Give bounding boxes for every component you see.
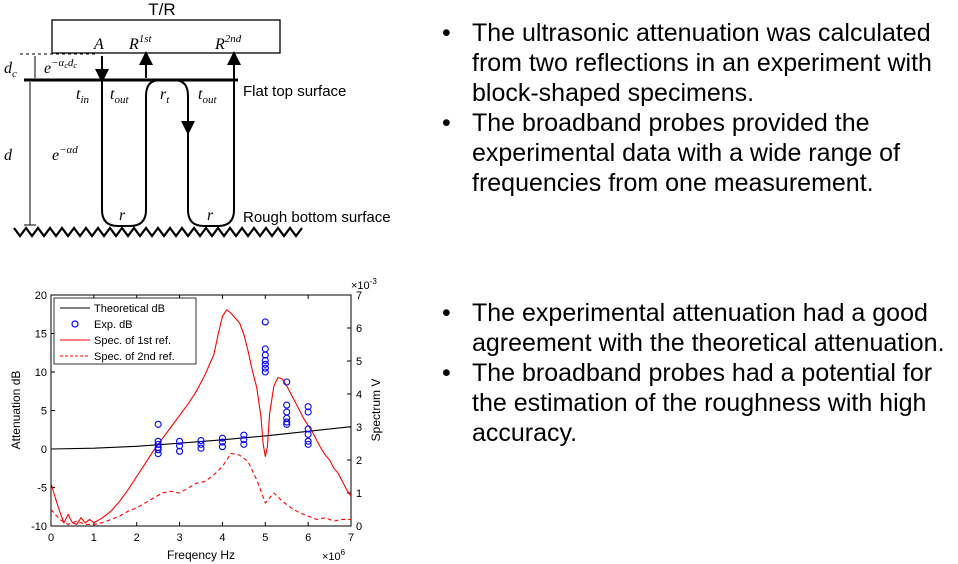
exp-data-point bbox=[304, 440, 312, 448]
y-right-tick-label: 3 bbox=[356, 422, 362, 434]
legend-label-theoretical: Theoretical dB bbox=[94, 303, 165, 315]
x-tick-label: 2 bbox=[134, 532, 140, 544]
x-tick-label: 4 bbox=[219, 532, 225, 544]
exp-data-point bbox=[261, 364, 269, 372]
ultrasonic-reflection-diagram: T/R Flat top surface Rough bottom surfac… bbox=[4, 0, 391, 238]
label-dc: dc bbox=[4, 60, 17, 80]
exp-data-point bbox=[240, 440, 248, 448]
label-t-out-1: tout bbox=[110, 86, 129, 106]
y-axis-label-left: Attenuation dB bbox=[9, 371, 23, 450]
exp-data-point bbox=[261, 345, 269, 353]
exp-data-point bbox=[176, 447, 184, 455]
exp-data-point bbox=[176, 442, 184, 450]
rough-bottom-surface bbox=[13, 226, 303, 238]
label-t-out-2: tout bbox=[198, 86, 217, 106]
exp-data-point bbox=[304, 425, 312, 433]
label-exp-d: e−αd bbox=[52, 144, 78, 164]
x-tick-label: 3 bbox=[177, 532, 183, 544]
exp-data-point bbox=[197, 440, 205, 448]
exp-data-point bbox=[261, 356, 269, 364]
exp-data-point bbox=[261, 318, 269, 326]
label-A: A bbox=[93, 36, 104, 53]
y2-multiplier: ×10-3 bbox=[351, 277, 377, 292]
x-tick-label: 0 bbox=[48, 532, 54, 544]
bullet-item: The broadband probes had a potential for… bbox=[440, 358, 955, 448]
exp-data-point bbox=[176, 437, 184, 445]
exp-data-point bbox=[197, 444, 205, 452]
legend-swatch-exp bbox=[71, 320, 79, 328]
y-left-tick-label: 15 bbox=[35, 329, 47, 341]
exp-data-point bbox=[283, 408, 291, 416]
exp-data-point bbox=[197, 436, 205, 445]
label-r-2: r bbox=[207, 207, 214, 224]
label-exp-dc: e−αcdc bbox=[44, 57, 77, 77]
legend-box bbox=[53, 297, 197, 365]
label-r-t: rt bbox=[160, 86, 170, 106]
y-right-tick-label: 7 bbox=[356, 290, 362, 302]
bullet-item: The broadband probes provided the experi… bbox=[440, 108, 955, 198]
x-axis-label: Freqency Hz bbox=[167, 548, 235, 562]
ray-path bbox=[101, 56, 235, 227]
bullets-bottom: The experimental attenuation had a good … bbox=[440, 298, 955, 448]
x-tick-label: 6 bbox=[305, 532, 311, 544]
x-tick-label: 5 bbox=[262, 532, 268, 544]
y-left-tick-label: -10 bbox=[31, 521, 47, 533]
legend-label-spec2: Spec. of 2nd ref. bbox=[94, 351, 175, 363]
legend-label-exp: Exp. dB bbox=[94, 319, 133, 331]
exp-data-point bbox=[261, 360, 269, 368]
x-tick-label: 1 bbox=[91, 532, 97, 544]
series-spec2-line bbox=[51, 452, 351, 526]
x-multiplier: ×106 bbox=[322, 548, 346, 563]
exp-data-point bbox=[304, 408, 312, 416]
exp-data-point bbox=[283, 420, 291, 428]
series-spec1-line bbox=[51, 309, 351, 526]
exp-data-point bbox=[283, 401, 291, 409]
exp-data-point bbox=[218, 434, 226, 442]
y-right-tick-label: 6 bbox=[356, 323, 362, 335]
transducer-label: T/R bbox=[148, 0, 175, 19]
exp-data-point bbox=[218, 443, 226, 451]
bullet-item: The ultrasonic attenuation was calculate… bbox=[440, 18, 955, 108]
flat-top-surface-label: Flat top surface bbox=[243, 83, 346, 100]
exp-data-point bbox=[240, 431, 248, 439]
chart-legend: Theoretical dB Exp. dB Spec. of 1st ref.… bbox=[53, 297, 197, 365]
exp-data-point bbox=[218, 438, 226, 446]
label-r-1: r bbox=[119, 207, 126, 224]
label-R1: R1st bbox=[128, 33, 153, 53]
exp-data-point bbox=[283, 418, 291, 426]
exp-data-point bbox=[154, 450, 162, 458]
exp-data-point bbox=[261, 351, 269, 359]
x-tick-label: 7 bbox=[348, 532, 354, 544]
exp-data-point bbox=[304, 437, 312, 445]
bullet-item: The experimental attenuation had a good … bbox=[440, 298, 955, 358]
y-axis-label-right: Spectrum V bbox=[369, 379, 383, 442]
y-left-tick-label: -5 bbox=[37, 483, 47, 495]
y-left-tick-label: 0 bbox=[41, 444, 47, 456]
bullets-top: The ultrasonic attenuation was calculate… bbox=[440, 18, 955, 198]
y-left-tick-label: 5 bbox=[41, 406, 47, 418]
label-R2: R2nd bbox=[214, 33, 242, 53]
y-right-tick-label: 0 bbox=[356, 521, 362, 533]
exp-data-point bbox=[154, 446, 162, 454]
exp-data-point bbox=[304, 403, 312, 411]
exp-data-point bbox=[283, 378, 291, 386]
rough-bottom-surface-label: Rough bottom surface bbox=[243, 209, 391, 226]
exp-data-point bbox=[261, 368, 269, 376]
exp-data-point bbox=[304, 430, 312, 438]
y-right-tick-label: 5 bbox=[356, 356, 362, 368]
y-left-tick-label: 10 bbox=[35, 367, 47, 379]
exp-data-point bbox=[154, 420, 162, 428]
label-t-in: tin bbox=[76, 86, 90, 106]
transducer-box bbox=[51, 19, 281, 54]
y-right-tick-label: 4 bbox=[356, 389, 362, 401]
attenuation-chart: 0 1 2 3 4 5 6 7 -10 -5 0 5 10 15 20 0 1 2 3 4 5 6 7 Freqency H… bbox=[9, 277, 383, 563]
y-right-tick-label: 2 bbox=[356, 455, 362, 467]
legend-label-spec1: Spec. of 1st ref. bbox=[94, 335, 171, 347]
exp-data-point bbox=[154, 440, 162, 448]
y-left-tick-label: 20 bbox=[35, 290, 47, 302]
label-d: d bbox=[4, 147, 13, 164]
y-right-tick-label: 1 bbox=[356, 488, 362, 500]
exp-data-point bbox=[240, 436, 248, 444]
